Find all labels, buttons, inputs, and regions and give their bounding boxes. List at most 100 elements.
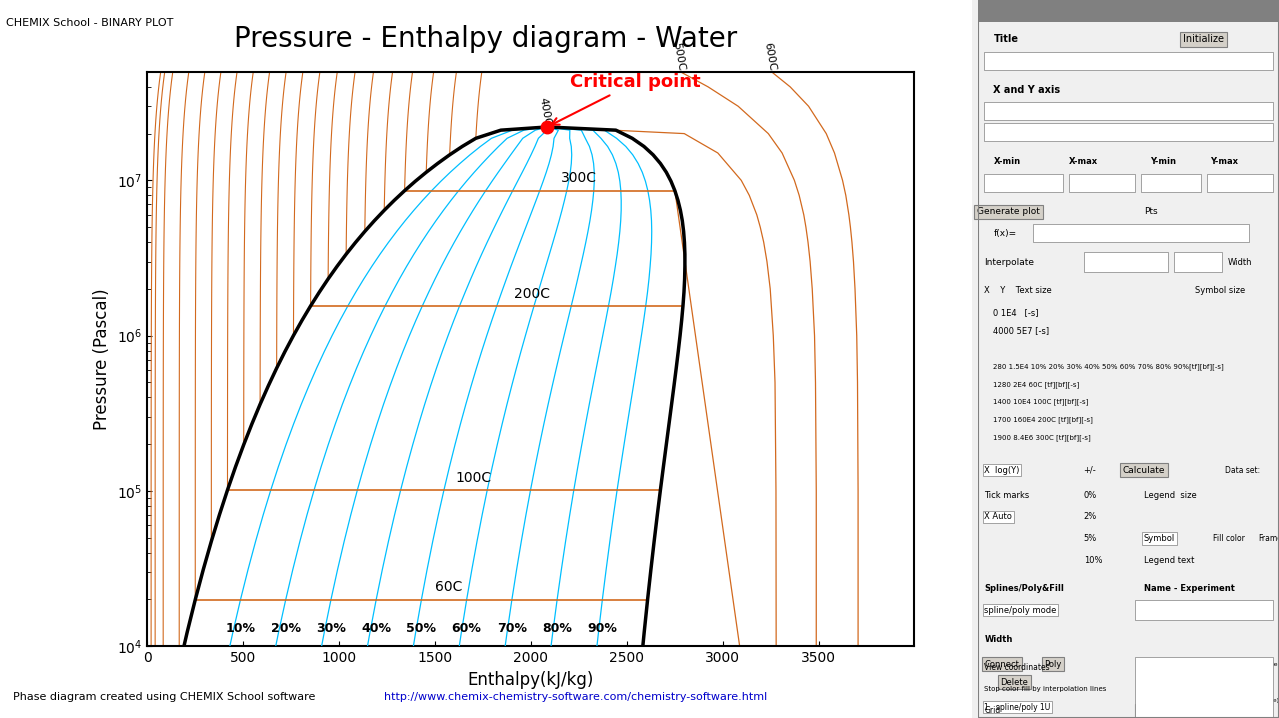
Text: 0 1E4   [-s]: 0 1E4 [-s] (994, 308, 1039, 317)
Text: P-h diagram - Water: P-h diagram - Water (1141, 606, 1218, 615)
Text: 40%: 40% (361, 622, 391, 635)
Text: Y-max: Y-max (1210, 157, 1238, 166)
Text: Width: Width (985, 635, 1013, 643)
Text: Initialize: Initialize (1183, 34, 1224, 45)
Text: X-max: X-max (1069, 157, 1097, 166)
Text: Splines/Poly&Fill: Splines/Poly&Fill (985, 584, 1064, 593)
Text: 20%: 20% (271, 622, 301, 635)
Text: Nitrogen Phase Diagram: Nitrogen Phase Diagram (1141, 680, 1218, 684)
Text: X    Y    Text size: X Y Text size (985, 286, 1053, 295)
X-axis label: Enthalpy(kJ/kg): Enthalpy(kJ/kg) (468, 671, 593, 689)
Text: 1280 2E4 60C [tf][bf][-s]: 1280 2E4 60C [tf][bf][-s] (994, 381, 1079, 388)
Bar (1069, 174, 1134, 192)
Text: Name - Experiment: Name - Experiment (1143, 584, 1234, 593)
Text: Frame: Frame (1259, 534, 1279, 543)
Text: CHEMIX School - BINARY PLOT: CHEMIX School - BINARY PLOT (6, 18, 174, 28)
Text: 80%: 80% (542, 622, 572, 635)
Bar (1134, 600, 1273, 620)
Bar (1134, 657, 1273, 718)
Text: Phase diagram created using CHEMIX School software: Phase diagram created using CHEMIX Schoo… (13, 692, 315, 702)
Text: http://www.chemix-chemistry-software.com/chemistry-software.html: http://www.chemix-chemistry-software.com… (384, 692, 767, 702)
Text: 4000 5E7 [-s]: 4000 5E7 [-s] (994, 326, 1050, 335)
Text: Data set:: Data set: (1225, 466, 1260, 475)
Text: After: After (1206, 707, 1225, 715)
Text: 600C: 600C (762, 42, 778, 72)
Text: 50%: 50% (407, 622, 436, 635)
Text: View coordinates: View coordinates (985, 663, 1050, 672)
Text: spline/poly mode: spline/poly mode (985, 606, 1056, 615)
Text: -1.17647E-035: -1.17647E-035 (987, 179, 1044, 187)
Text: Equilibrium phase diagram of oxygen: Equilibrium phase diagram of oxygen (1141, 716, 1259, 718)
Text: 100C: 100C (455, 471, 491, 485)
Text: f(x)=: f(x)= (994, 229, 1017, 238)
Text: 1400 10E4 100C [tf][bf][-s]: 1400 10E4 100C [tf][bf][-s] (994, 398, 1088, 406)
Text: Fill color: Fill color (1212, 534, 1244, 543)
Text: Legend  size: Legend size (1143, 491, 1196, 500)
Text: 4000: 4000 (1072, 179, 1091, 187)
Text: Deactivate(d): Deactivate(d) (1087, 258, 1140, 266)
Text: Save: Save (1159, 685, 1178, 694)
Text: Critical point: Critical point (551, 73, 701, 125)
Text: Poly: Poly (1045, 660, 1062, 668)
Text: Oxygen Phase Diagram + Text (Gray mode): Oxygen Phase Diagram + Text (Gray mode) (1141, 698, 1279, 702)
Bar (1174, 252, 1221, 272)
Bar (1032, 224, 1248, 242)
Text: +/-: +/- (1083, 466, 1096, 475)
Text: 200C: 200C (514, 286, 550, 301)
Text: Symbol size: Symbol size (1195, 286, 1244, 295)
Bar (1141, 174, 1201, 192)
Text: Calculate: Calculate (1123, 466, 1165, 475)
Bar (985, 174, 1063, 192)
Text: Title: Title (994, 34, 1018, 45)
Bar (985, 102, 1273, 120)
Text: 400C: 400C (537, 97, 553, 127)
Text: Tick marks: Tick marks (985, 491, 1030, 500)
Text: X: X (1260, 4, 1269, 17)
Text: 30%: 30% (316, 622, 345, 635)
Bar (1083, 252, 1168, 272)
Text: Black: Black (1177, 258, 1197, 266)
Text: X and Y axis: X and Y axis (994, 85, 1060, 95)
Text: Interpolate: Interpolate (985, 258, 1035, 266)
Text: 90%: 90% (587, 622, 618, 635)
Text: Delete: Delete (1000, 678, 1028, 686)
Text: Legend text: Legend text (1143, 556, 1195, 564)
Text: Pressure - Enthalpy diagram - Water: Pressure - Enthalpy diagram - Water (994, 57, 1146, 65)
Text: 10000: 10000 (1143, 179, 1168, 187)
Text: 2%: 2% (1083, 513, 1097, 521)
Text: Enthalpy(kJ/kg): Enthalpy(kJ/kg) (994, 107, 1058, 116)
Text: Grid: Grid (985, 707, 1000, 715)
Text: 5%: 5% (1083, 534, 1097, 543)
Text: 10%: 10% (225, 622, 256, 635)
Text: 300C: 300C (561, 172, 597, 185)
Text: 1900 8.4E6 300C [tf][bf][-s]: 1900 8.4E6 300C [tf][bf][-s] (994, 434, 1091, 442)
Text: 280 1.5E4 10% 20% 30% 40% 50% 60% 70% 80% 90%[tf][bf][-s]: 280 1.5E4 10% 20% 30% 40% 50% 60% 70% 80… (994, 363, 1224, 370)
Bar (985, 123, 1273, 141)
Text: Edit list box: Edit list box (1159, 663, 1210, 672)
Text: 500C: 500C (671, 42, 686, 72)
Text: X  log(Y): X log(Y) (985, 466, 1019, 475)
Text: Before: Before (1137, 707, 1163, 715)
Bar (1207, 174, 1273, 192)
Text: 0%: 0% (1083, 491, 1097, 500)
Text: 70%: 70% (496, 622, 527, 635)
Text: 60C: 60C (435, 580, 463, 595)
Text: 1700 160E4 200C [tf][bf][-s]: 1700 160E4 200C [tf][bf][-s] (994, 416, 1094, 424)
Text: Y-min: Y-min (1150, 157, 1175, 166)
Text: 60%: 60% (451, 622, 482, 635)
Text: 10%: 10% (1083, 556, 1102, 564)
Text: X-min: X-min (994, 157, 1021, 166)
Text: Connect: Connect (985, 660, 1019, 668)
Bar (985, 52, 1273, 70)
Text: Pts: Pts (1143, 208, 1157, 216)
Text: 5E+007: 5E+007 (1210, 179, 1241, 187)
Text: Pressure - Enthalpy diagram - Water: Pressure - Enthalpy diagram - Water (234, 25, 738, 53)
Bar (978, 0, 1279, 22)
Text: X Auto: X Auto (985, 513, 1012, 521)
Text: 1   spline/poly 1U: 1 spline/poly 1U (985, 703, 1050, 712)
Text: Stop color fill by interpolation lines: Stop color fill by interpolation lines (985, 686, 1106, 692)
Text: Symbol: Symbol (1143, 534, 1175, 543)
Text: Pressure (Pascal): Pressure (Pascal) (994, 129, 1065, 137)
Text: Nitrogen Phase Diagram +Text (Gray mode): Nitrogen Phase Diagram +Text (Gray mode) (1141, 662, 1279, 666)
Text: Width: Width (1228, 258, 1252, 266)
